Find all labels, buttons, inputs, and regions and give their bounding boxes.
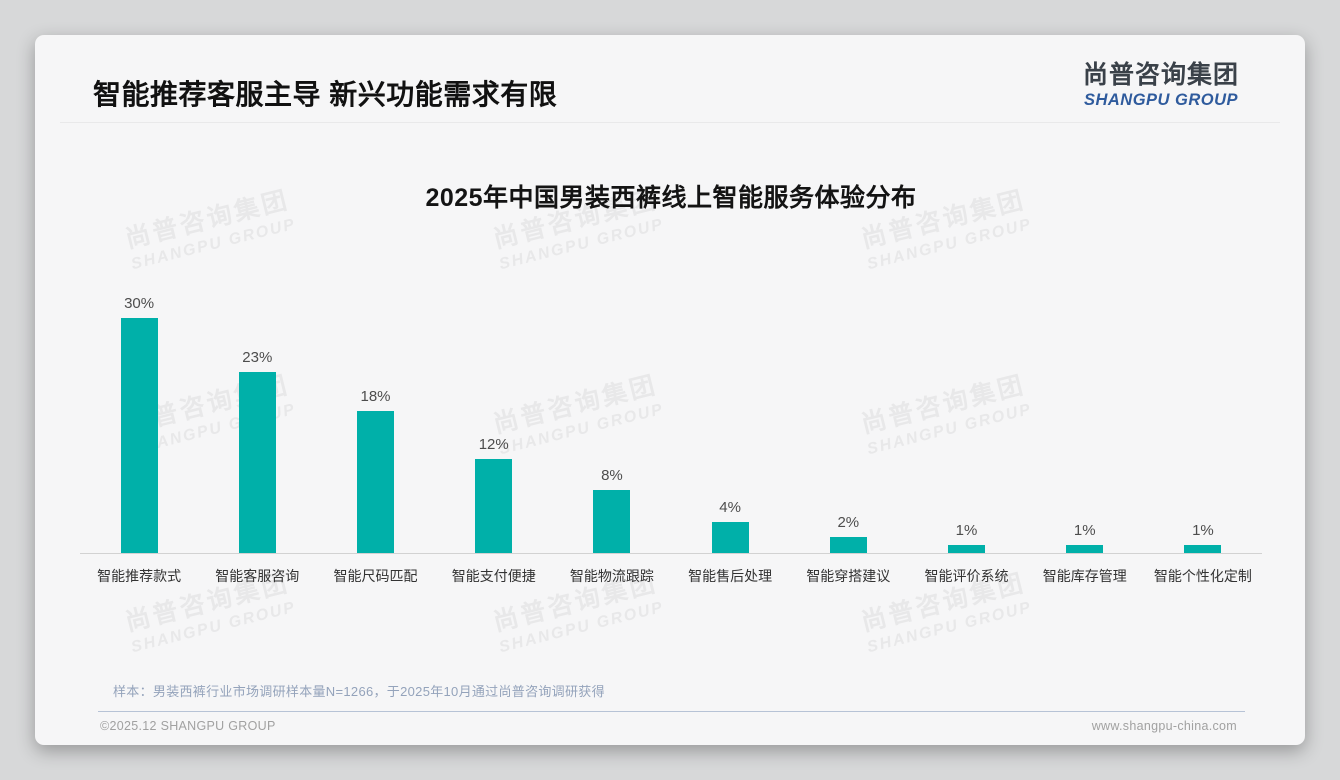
bar: [948, 545, 986, 553]
bar-column: 30%: [80, 295, 198, 553]
watermark-en: SHANGPU GROUP: [865, 598, 1034, 656]
website-text: www.shangpu-china.com: [1091, 719, 1237, 733]
bar-value-label: 1%: [955, 522, 978, 539]
brand-logo-cn: 尚普咨询集团: [1082, 61, 1239, 89]
x-axis-line: [80, 553, 1262, 554]
bar: [357, 411, 394, 553]
header-divider: [60, 122, 1280, 123]
category-label: 智能售后处理: [688, 568, 773, 584]
bar: [475, 459, 513, 553]
bar-value-label: 30%: [124, 295, 155, 312]
bar-value-label: 1%: [1073, 522, 1096, 539]
bar: [829, 537, 867, 553]
category-label: 智能客服咨询: [215, 568, 300, 584]
bar-column: 2%: [789, 295, 907, 553]
category-label: 智能尺码匹配: [333, 568, 418, 584]
bar: [593, 490, 631, 553]
category-label: 智能推荐款式: [97, 568, 182, 584]
bar-column: 1%: [1144, 295, 1262, 553]
category-label: 智能穿搭建议: [806, 568, 891, 584]
copyright-text: ©2025.12 SHANGPU GROUP: [100, 719, 276, 733]
bar: [238, 372, 276, 553]
brand-logo-en: SHANGPU GROUP: [1083, 91, 1239, 109]
bar-column: 23%: [198, 295, 316, 553]
category-label: 智能支付便捷: [451, 568, 536, 584]
slide-card: 尚普咨询集团 SHANGPU GROUP 尚普咨询集团 SHANGPU GROUP 尚普…: [35, 35, 1305, 745]
sample-note: 样本：男装西裤行业市场调研样本量N=1266，于2025年10月通过尚普咨询调研…: [113, 684, 605, 699]
category-label: 智能物流跟踪: [569, 568, 654, 584]
bar-value-label: 23%: [242, 349, 273, 366]
page-title: 智能推荐客服主导 新兴功能需求有限: [93, 79, 558, 110]
watermark-en: SHANGPU GROUP: [129, 598, 298, 656]
bar-column: 1%: [1026, 295, 1144, 553]
watermark-en: SHANGPU GROUP: [129, 215, 298, 273]
footer-divider: [98, 711, 1245, 712]
bar-column: 18%: [316, 295, 434, 553]
bar-column: 4%: [671, 295, 789, 553]
chart-plot-area: 30% 23% 18% 12% 8% 4% 2% 1% 1% 1%: [80, 295, 1262, 553]
watermark-en: SHANGPU GROUP: [865, 215, 1034, 273]
bar-value-label: 1%: [1192, 522, 1214, 539]
chart-title: 2025年中国男装西裤线上智能服务体验分布: [425, 184, 917, 212]
bar-column: 1%: [907, 295, 1025, 553]
bar: [711, 522, 749, 553]
category-label: 智能评价系统: [924, 568, 1009, 584]
bar-column: 12%: [435, 295, 553, 553]
bar-value-label: 12%: [478, 436, 509, 453]
bar: [120, 318, 158, 553]
bar-value-label: 8%: [601, 467, 623, 484]
footer: ©2025.12 SHANGPU GROUP www.shangpu-china…: [100, 719, 1237, 733]
category-label: 智能个性化定制: [1153, 568, 1252, 584]
watermark-en: SHANGPU GROUP: [497, 598, 666, 656]
bar-value-label: 18%: [360, 388, 391, 405]
brand-logo: 尚普咨询集团 SHANGPU GROUP: [1083, 55, 1239, 110]
bar: [1184, 545, 1222, 553]
watermark-en: SHANGPU GROUP: [497, 215, 666, 273]
bar-column: 8%: [553, 295, 671, 553]
category-label-row: 智能推荐款式 智能客服咨询 智能尺码匹配 智能支付便捷 智能物流跟踪 智能售后处理 智能穿搭…: [80, 566, 1262, 586]
bar-value-label: 2%: [837, 514, 860, 531]
bar: [1066, 545, 1104, 553]
bar-value-label: 4%: [719, 499, 741, 516]
category-label: 智能库存管理: [1042, 568, 1127, 584]
